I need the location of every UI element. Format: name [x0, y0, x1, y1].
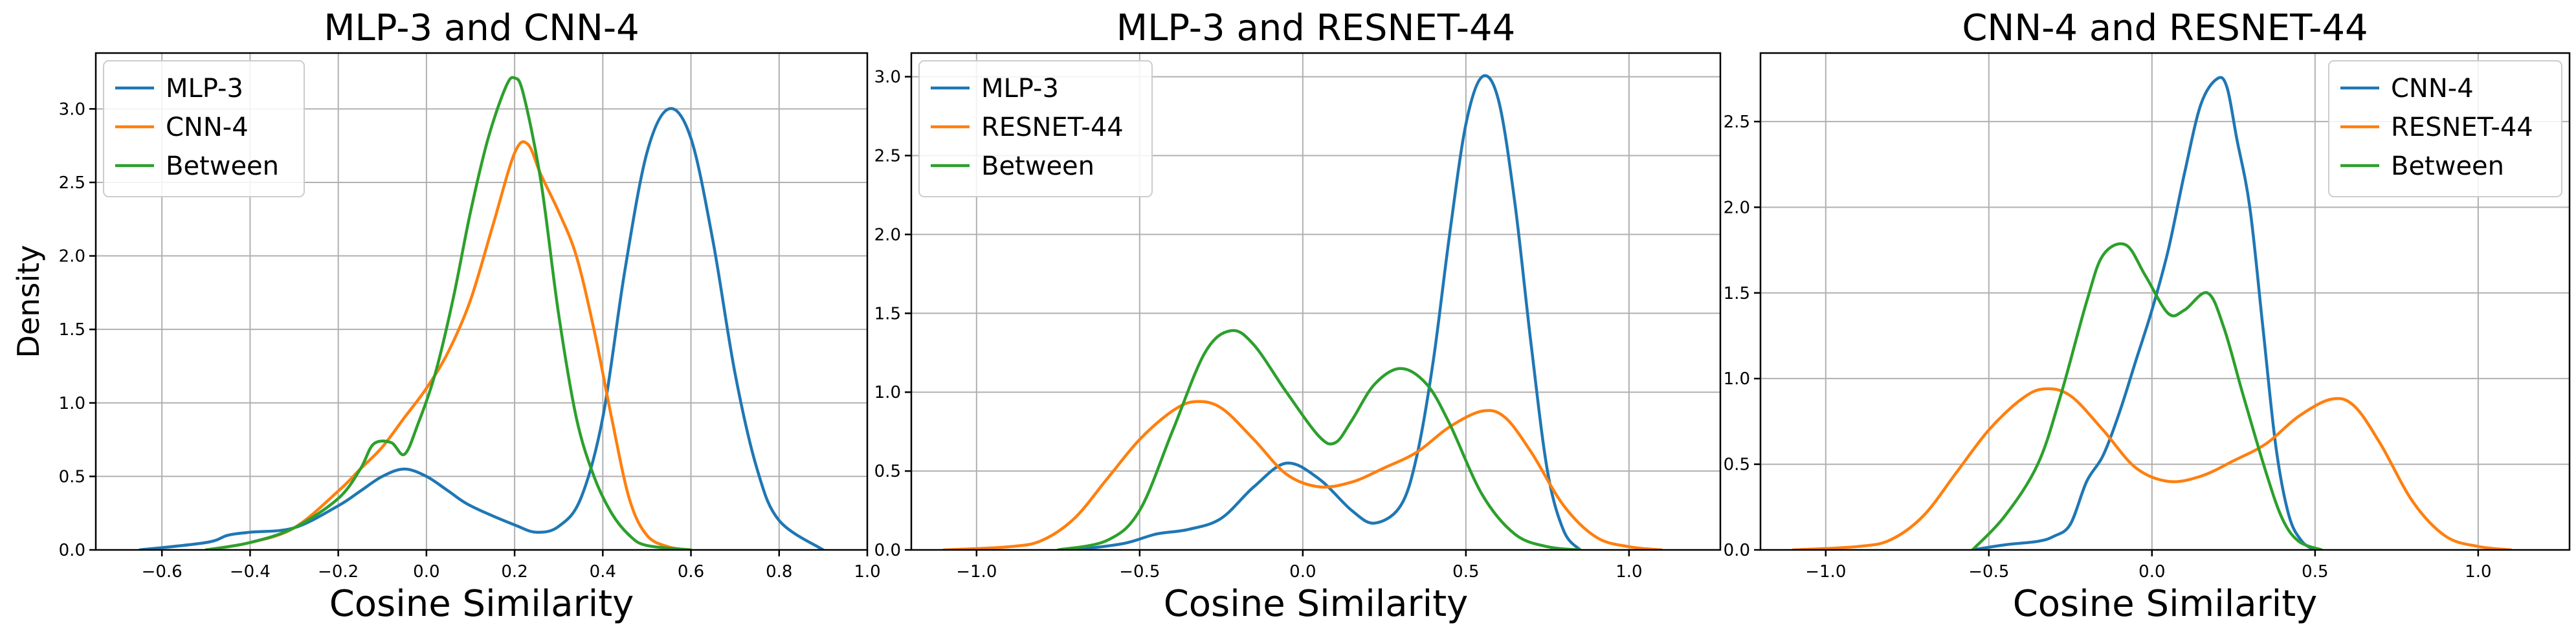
chart-title: MLP-3 and CNN-4 [324, 7, 639, 49]
series-line-cnn-4 [1971, 76, 2317, 550]
legend: MLP-3 CNN-4 Between [103, 60, 305, 197]
series-line-mlp-3 [138, 107, 825, 550]
x-tick-label: 0.8 [766, 562, 792, 582]
y-tick-label: 0.5 [1724, 455, 1750, 475]
y-tick-label: 0.5 [874, 462, 901, 481]
x-tick-label: 0.6 [678, 562, 704, 582]
series-line-between [1971, 242, 2324, 550]
y-tick-label: 2.0 [59, 247, 85, 267]
chart-title: CNN-4 and RESNET-44 [1962, 7, 2368, 49]
x-tick-label: 0.0 [1289, 562, 1316, 582]
x-tick-label: 1.0 [1616, 562, 1642, 582]
legend-label: Between [166, 151, 279, 181]
legend-box [2328, 60, 2562, 197]
y-tick-label: 2.0 [1724, 198, 1750, 217]
y-tick-label: 2.5 [59, 173, 85, 193]
y-tick-label: 0.0 [1724, 541, 1750, 560]
x-axis-label: Cosine Similarity [2013, 583, 2318, 625]
legend-box [103, 60, 305, 197]
x-tick-label: 1.0 [2465, 562, 2491, 582]
series-line-between [1056, 329, 1582, 550]
plot-frame [910, 52, 1722, 551]
series-line-resnet-44 [1792, 387, 2513, 550]
y-tick-label: 0.0 [59, 541, 85, 560]
x-tick-label: −1.0 [956, 562, 997, 582]
plot-frame [94, 52, 869, 551]
x-tick-label: −0.2 [318, 562, 359, 582]
legend-label: MLP-3 [166, 74, 243, 104]
x-axis-label: Cosine Similarity [329, 583, 634, 625]
x-tick-label: 0.5 [2302, 562, 2328, 582]
x-tick-label: −0.5 [1119, 562, 1160, 582]
legend-label: CNN-4 [2391, 74, 2474, 104]
chart-panel-2: −1.0 −0.5 0.0 0.5 1.0 0.0 0.5 1.0 1.5 2.0 2.5 3.0 ML… [874, 7, 1722, 625]
legend-label: RESNET-44 [981, 113, 1124, 142]
x-tick-label: 0.0 [2138, 562, 2165, 582]
x-axis-label: Cosine Similarity [1164, 583, 1469, 625]
legend-label: CNN-4 [166, 113, 249, 142]
x-tick-label: −0.4 [230, 562, 271, 582]
y-tick-label: 1.0 [59, 394, 85, 413]
legend-label: RESNET-44 [2391, 113, 2533, 142]
y-axis-label: Density [11, 245, 46, 358]
x-tick-label: −1.0 [1805, 562, 1846, 582]
x-tick-label: −0.5 [1968, 562, 2009, 582]
legend: CNN-4 RESNET-44 Between [2328, 60, 2562, 197]
legend-label: Between [981, 151, 1094, 181]
y-tick-label: 2.0 [874, 225, 901, 245]
y-tick-label: 1.5 [59, 320, 85, 340]
plot-frame [1759, 52, 2571, 551]
x-tick-label: 0.5 [1452, 562, 1479, 582]
y-tick-label: 3.0 [59, 100, 85, 119]
series-line-between [205, 76, 693, 550]
legend-box [918, 60, 1153, 197]
y-tick-label: 1.5 [874, 304, 901, 323]
series-group [1792, 76, 2513, 550]
y-tick-label: 1.5 [1724, 284, 1750, 303]
legend-label: MLP-3 [981, 74, 1059, 104]
y-tick-label: 1.0 [874, 383, 901, 402]
y-tick-label: 1.0 [1724, 369, 1750, 389]
x-tick-label: −0.6 [142, 562, 183, 582]
y-tick-label: 2.5 [874, 146, 901, 166]
y-tick-label: 0.5 [59, 467, 85, 486]
x-tick-label: 1.0 [854, 562, 880, 582]
x-tick-label: 0.4 [590, 562, 616, 582]
y-tick-label: 2.5 [1724, 113, 1750, 132]
x-tick-label: 0.2 [501, 562, 527, 582]
series-group [138, 76, 825, 550]
legend: MLP-3 RESNET-44 Between [918, 60, 1153, 197]
chart-panel-3: −1.0 −0.5 0.0 0.5 1.0 0.0 0.5 1.0 1.5 2.0 2.5 CNN-4… [1724, 7, 2571, 625]
series-line-mlp-3 [1072, 74, 1582, 550]
y-tick-label: 3.0 [874, 68, 901, 87]
legend-label: Between [2391, 151, 2504, 181]
series-line-cnn-4 [205, 140, 693, 550]
chart-panel-1: −0.6 −0.4 −0.2 0.0 0.2 0.4 0.6 0.8 1.0 0.0 0.5 1.0 1… [11, 7, 881, 625]
chart-title: MLP-3 and RESNET-44 [1116, 7, 1516, 49]
x-tick-label: 0.0 [413, 562, 439, 582]
y-tick-label: 0.0 [874, 541, 901, 560]
series-group [942, 74, 1663, 550]
series-line-resnet-44 [942, 400, 1663, 550]
